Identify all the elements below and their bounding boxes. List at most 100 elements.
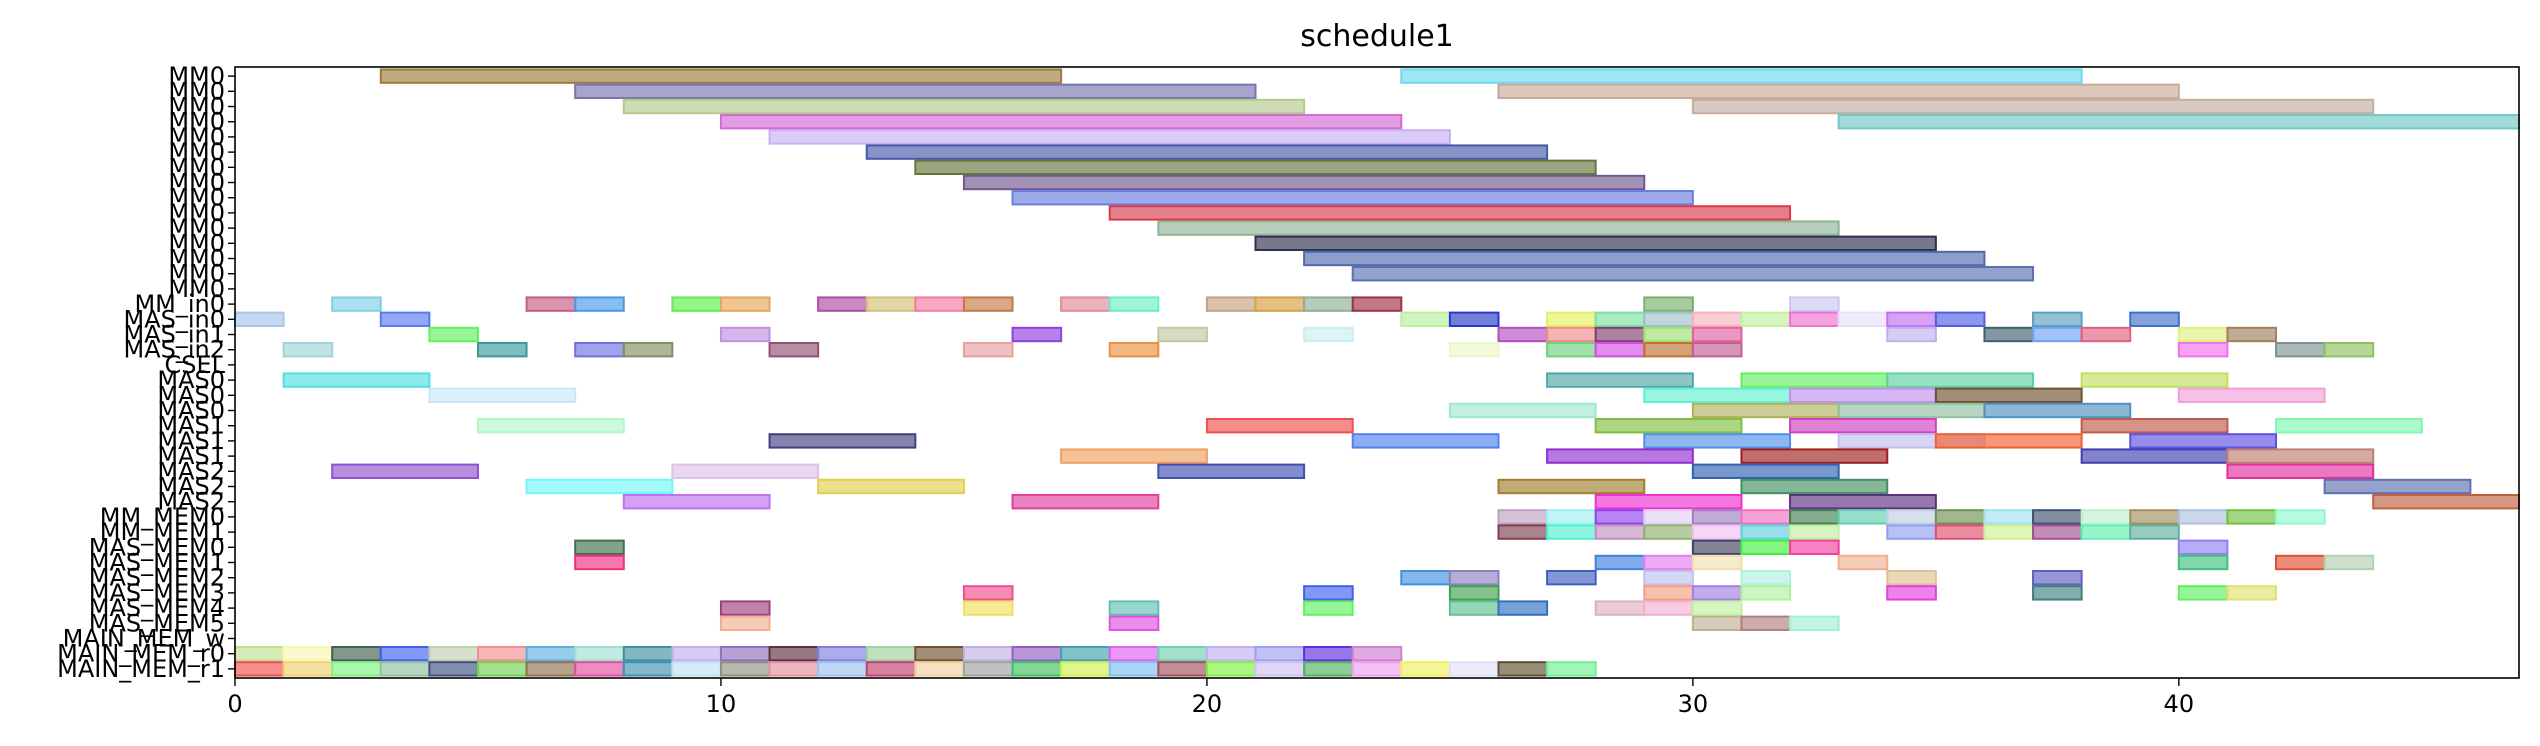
- task-bar: [1594, 554, 1646, 571]
- task-bar: [1108, 600, 1160, 616]
- task-bar: [428, 387, 577, 403]
- task-bar: [2032, 509, 2083, 525]
- task-bar: [282, 645, 334, 662]
- task-bar: [2372, 494, 2520, 510]
- task-bar: [1400, 68, 2083, 84]
- y-tick-label: MM0: [168, 153, 225, 181]
- task-bar: [1108, 661, 1160, 677]
- task-bar: [1934, 433, 2083, 449]
- task-bar: [865, 645, 917, 662]
- task-bar: [1011, 326, 1063, 343]
- task-bar: [1983, 326, 2035, 343]
- y-tick-label: MM_MEM0: [100, 503, 225, 531]
- task-bar: [476, 342, 528, 358]
- task-bar: [2080, 372, 2229, 388]
- task-bar: [1740, 448, 1889, 464]
- task-bar: [1546, 569, 1597, 586]
- task-bar: [2275, 509, 2326, 525]
- task-bar: [622, 661, 674, 677]
- x-tick-label: 20: [1192, 690, 1223, 718]
- task-bar: [2177, 326, 2229, 343]
- y-tick-label: MAS2: [157, 488, 225, 516]
- task-bar: [428, 645, 479, 662]
- task-bar: [962, 661, 1014, 677]
- task-bar: [1108, 645, 1160, 662]
- y-tick-label: MM0: [168, 108, 225, 136]
- task-bar: [1303, 585, 1354, 601]
- task-bar: [1886, 311, 1937, 327]
- task-bar: [1303, 250, 1986, 267]
- y-tick-label: MAIN_MEM_r0: [57, 640, 225, 668]
- task-bar: [2177, 539, 2229, 555]
- task-bar: [2032, 569, 2083, 586]
- task-bar: [1740, 585, 1792, 601]
- task-bar: [1594, 418, 1743, 434]
- task-bar: [1643, 326, 1694, 343]
- task-bar: [914, 661, 965, 677]
- task-bar: [2177, 509, 2229, 525]
- task-bar: [1740, 615, 1792, 631]
- task-bar: [2177, 585, 2229, 601]
- task-bar: [1789, 539, 1840, 555]
- task-bar: [1691, 98, 2375, 115]
- task-bar: [234, 311, 285, 327]
- task-bar: [2275, 342, 2326, 358]
- task-bar: [1497, 509, 1549, 525]
- task-bar: [2129, 311, 2180, 327]
- task-bar: [1643, 342, 1694, 358]
- task-bar: [622, 645, 674, 662]
- y-tick-label: MAS0: [157, 381, 225, 409]
- task-bar: [234, 661, 285, 677]
- task-bar: [1691, 509, 1743, 525]
- y-tick-label: MAS_in0: [123, 305, 225, 333]
- task-bar: [1643, 296, 1694, 312]
- task-bar: [1740, 539, 1792, 555]
- task-bar: [671, 661, 722, 677]
- task-bar: [1691, 463, 1840, 479]
- task-bar: [1886, 372, 2035, 388]
- task-bar: [671, 296, 722, 312]
- task-bar: [1643, 387, 1792, 403]
- y-tick-label: MAS_MEM1: [89, 548, 225, 576]
- task-bar: [2080, 418, 2229, 434]
- task-bar: [331, 661, 382, 677]
- task-bar: [1691, 402, 1840, 419]
- task-bar: [282, 342, 334, 358]
- task-bar: [719, 615, 771, 631]
- task-bar: [1060, 645, 1111, 662]
- task-bar: [719, 296, 771, 312]
- task-bar: [331, 463, 479, 479]
- task-bar: [1983, 402, 2132, 419]
- x-tick-label: 10: [706, 690, 737, 718]
- task-bar: [1060, 661, 1111, 677]
- task-bar: [1351, 266, 2035, 282]
- task-bar: [1886, 509, 1937, 525]
- task-bar: [914, 296, 965, 312]
- task-bar: [1594, 342, 1646, 358]
- task-bar: [1497, 83, 2180, 100]
- task-bar: [1691, 326, 1743, 343]
- task-bar: [2226, 326, 2278, 343]
- task-bar: [671, 645, 722, 662]
- task-bar: [1400, 311, 1451, 327]
- task-bar: [817, 478, 965, 495]
- task-bar: [1643, 569, 1694, 586]
- task-bar: [1983, 509, 2035, 525]
- y-tick-label: MM0: [168, 199, 225, 227]
- y-tick-label: MM0: [168, 77, 225, 105]
- task-bar: [1011, 190, 1694, 206]
- task-bar: [962, 585, 1014, 601]
- task-bar: [1594, 524, 1646, 540]
- task-bar: [1789, 311, 1840, 327]
- task-bar: [525, 661, 577, 677]
- task-bar: [1643, 509, 1694, 525]
- plot-frame: [234, 66, 2520, 679]
- task-bar: [2323, 342, 2375, 358]
- task-bar: [574, 554, 625, 571]
- y-tick-label: MAS2: [157, 472, 225, 500]
- task-bar: [1546, 448, 1694, 464]
- task-bar: [234, 645, 285, 662]
- task-bar: [1643, 311, 1694, 327]
- task-bar: [1011, 661, 1063, 677]
